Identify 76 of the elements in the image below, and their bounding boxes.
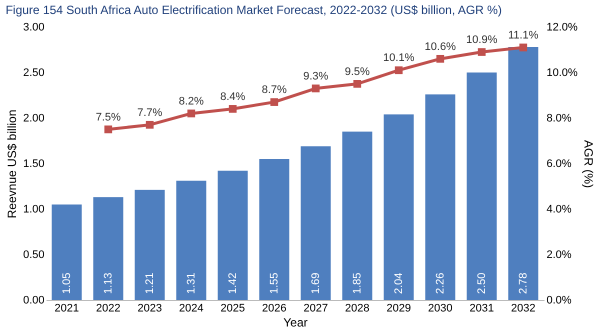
- y-axis-title: Reevnue US$ billion: [5, 110, 20, 218]
- bar: [508, 47, 538, 300]
- data-label: 9.5%: [344, 66, 370, 78]
- data-label: 2.04: [392, 272, 405, 294]
- data-label: 1.69: [310, 272, 322, 294]
- bar: [466, 72, 497, 300]
- data-label: 7.5%: [96, 111, 121, 124]
- bar: [52, 204, 82, 300]
- y2-tick-label: 10.0%: [546, 67, 578, 79]
- x-axis-title: Year: [283, 316, 308, 330]
- point: [228, 105, 237, 113]
- point: [104, 126, 112, 134]
- data-label: 1.21: [144, 272, 156, 294]
- x-tick-label: 2030: [428, 302, 452, 314]
- y2-tick-label: 4.0%: [546, 204, 572, 216]
- x-tick-label: 2025: [220, 302, 245, 314]
- y2-tick-label: 6.0%: [546, 158, 572, 170]
- data-label: 9.3%: [303, 70, 328, 82]
- y2-tick-label: 12.0%: [546, 22, 578, 34]
- data-label: 8.2%: [178, 95, 204, 108]
- point: [519, 44, 528, 52]
- y-tick-label: 3.00: [23, 22, 44, 34]
- y-tick-label: 1.00: [23, 204, 44, 216]
- y2-axis-title: AGR (%): [582, 140, 596, 188]
- x-tick-label: 2026: [262, 302, 286, 314]
- data-label: 1.42: [226, 272, 239, 294]
- point: [353, 80, 362, 88]
- bar: [259, 158, 290, 300]
- x-tick-label: 2024: [179, 302, 204, 314]
- x-tick-label: 2022: [96, 302, 120, 314]
- data-label: 1.13: [102, 272, 114, 294]
- bar: [218, 170, 248, 300]
- x-tick-label: 2028: [345, 302, 370, 314]
- data-label: 8.4%: [220, 90, 246, 103]
- chart-title: Figure 154 South Africa Auto Electrification Market Forecast, 2022-2032 (US$ billion, AGR %): [6, 3, 502, 17]
- data-label: 1.05: [60, 272, 73, 294]
- point: [270, 98, 278, 106]
- bar: [93, 197, 124, 300]
- x-tick-label: 2032: [511, 302, 536, 314]
- bar: [176, 180, 206, 300]
- data-label: 2.26: [434, 272, 446, 294]
- y-tick-label: 2.00: [23, 112, 44, 124]
- bar: [134, 190, 165, 300]
- data-label: 1.85: [351, 272, 364, 294]
- point: [312, 84, 320, 92]
- point: [187, 110, 196, 118]
- data-label: 10.1%: [383, 52, 415, 64]
- data-label: 2.50: [476, 272, 488, 294]
- x-tick-label: 2029: [386, 302, 411, 314]
- point: [436, 54, 444, 63]
- data-label: 10.6%: [424, 40, 456, 53]
- data-label: 1.55: [268, 272, 280, 294]
- bar: [425, 94, 456, 300]
- bar: [384, 114, 414, 300]
- point: [478, 48, 486, 56]
- bar: [342, 132, 372, 300]
- y-tick-label: 0.00: [23, 294, 44, 306]
- data-label: 11.1%: [508, 29, 539, 42]
- data-label: 1.31: [185, 272, 198, 294]
- x-tick-label: 2031: [470, 302, 494, 314]
- x-tick-label: 2023: [138, 302, 162, 314]
- y-tick-label: 2.50: [23, 67, 44, 79]
- x-tick-label: 2027: [304, 302, 328, 314]
- data-label: 7.7%: [137, 106, 162, 119]
- bar: [300, 146, 331, 300]
- x-tick-label: 2021: [54, 302, 79, 314]
- point: [146, 120, 154, 129]
- y2-tick-label: 2.0%: [546, 249, 572, 261]
- y-tick-label: 0.50: [23, 249, 44, 261]
- y2-tick-label: 0.0%: [546, 294, 572, 306]
- y2-tick-label: 8.0%: [546, 112, 572, 124]
- data-label: 8.7%: [262, 84, 287, 96]
- data-label: 10.9%: [466, 34, 498, 46]
- data-label: 2.78: [517, 272, 530, 294]
- point: [394, 66, 403, 74]
- y-tick-label: 1.50: [23, 158, 44, 170]
